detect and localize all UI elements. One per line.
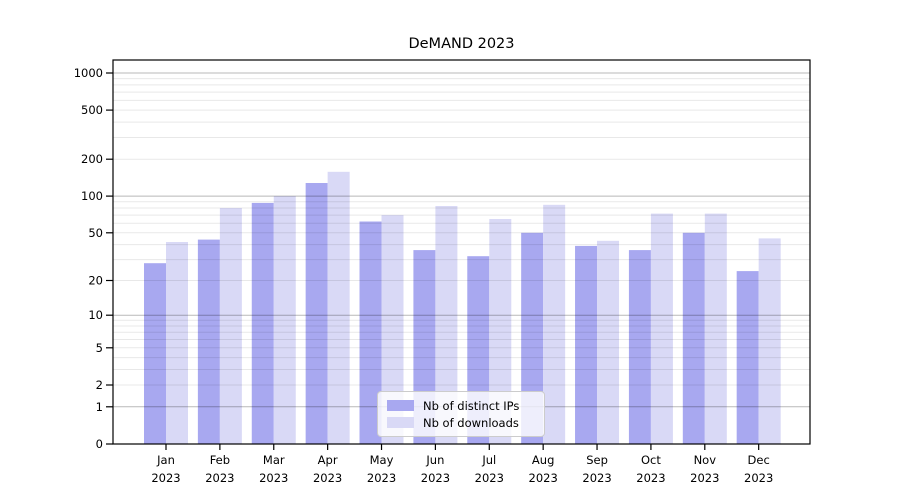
bar-downloads-nov [704,213,727,444]
x-tick-label-month: Nov [694,453,717,467]
x-tick-label-month: Dec [748,453,770,467]
x-tick-label-year: 2023 [151,471,180,485]
bar-downloads-oct [650,213,673,444]
y-tick-label: 20 [88,274,103,288]
x-tick-label-year: 2023 [582,471,611,485]
bar-distinct-ips-apr [305,183,328,444]
x-tick-label-year: 2023 [690,471,719,485]
bar-distinct-ips-oct [628,250,651,444]
y-tick-label: 1 [96,400,103,414]
bar-distinct-ips-dec [736,271,759,444]
bar-downloads-mar [273,196,296,444]
y-tick-label: 5 [96,341,103,355]
y-tick-label: 100 [81,189,103,203]
x-tick-label-month: Oct [641,453,661,467]
x-tick-label-month: Sep [586,453,608,467]
bar-distinct-ips-mar [251,202,274,444]
y-tick-label: 10 [88,308,103,322]
bar-downloads-jun [435,206,458,444]
x-tick-label-month: May [370,453,394,467]
x-tick-label-month: Feb [210,453,230,467]
x-tick-label-year: 2023 [259,471,288,485]
bar-distinct-ips-nov [682,232,705,444]
legend-entry-downloads: Nb of downloads [387,414,536,431]
x-tick-label-year: 2023 [529,471,558,485]
legend-swatch-downloads-icon [387,417,414,428]
y-tick-label: 500 [81,103,103,117]
chart-title: DeMAND 2023 [408,36,515,52]
y-tick-label: 1000 [74,66,103,80]
y-tick-label: 50 [88,226,103,240]
x-tick-label-year: 2023 [744,471,773,485]
x-tick-label-month: Jan [156,453,175,467]
legend-label-downloads: Nb of downloads [423,415,519,430]
y-tick-label: 2 [96,378,103,392]
x-tick-label-month: Jun [425,453,444,467]
bar-downloads-jul [489,219,512,444]
bar-downloads-may [381,215,404,444]
x-tick-label-year: 2023 [421,471,450,485]
bar-downloads-dec [758,238,781,444]
axes-frame [112,59,811,445]
bar-downloads-jan [166,242,188,444]
x-tick-label-year: 2023 [313,471,342,485]
x-tick-label-year: 2023 [367,471,396,485]
bar-downloads-apr [327,171,350,445]
x-tick-label-year: 2023 [636,471,665,485]
x-tick-label-month: Aug [532,453,554,467]
legend-swatch-distinct-ips-icon [387,400,414,411]
x-tick-label-month: Jul [481,453,496,467]
bar-distinct-ips-may [359,221,382,444]
x-tick-label-year: 2023 [475,471,504,485]
bar-distinct-ips-sep [575,245,598,444]
bar-distinct-ips-feb [197,239,220,444]
x-tick-label-month: Apr [318,453,338,467]
x-tick-label-month: Mar [263,453,285,467]
legend-entry-distinct-ips: Nb of distinct IPs [387,397,536,414]
legend-label-distinct-ips: Nb of distinct IPs [423,398,520,413]
legend: Nb of distinct IPs Nb of downloads [377,391,545,437]
bar-downloads-sep [597,240,620,444]
bar-downloads-feb [219,208,242,444]
y-tick-label: 200 [81,152,103,166]
bar-distinct-ips-jan [144,263,166,444]
y-tick-label: 0 [96,437,103,451]
x-tick-label-year: 2023 [205,471,234,485]
bar-downloads-aug [543,204,566,444]
